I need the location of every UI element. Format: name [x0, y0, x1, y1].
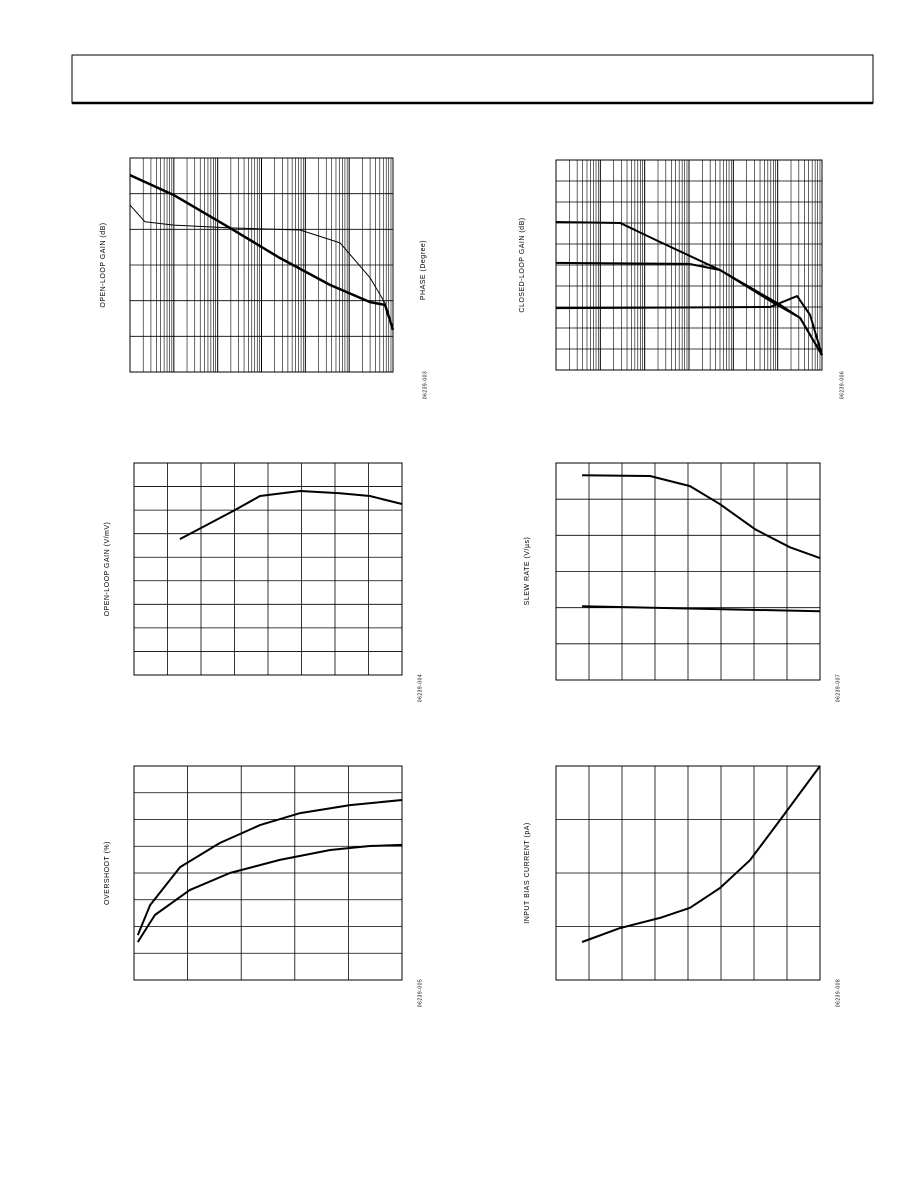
data-line	[129, 173, 395, 331]
y-axis-label: OPEN-LOOP GAIN (V/mV)	[104, 522, 111, 617]
plot-frame	[555, 159, 823, 371]
plot-frame	[133, 765, 403, 981]
data-line	[179, 490, 403, 540]
plot-frame	[133, 462, 403, 676]
y-axis-label: OVERSHOOT (%)	[104, 841, 111, 905]
data-line	[136, 843, 403, 943]
data-line	[581, 765, 821, 943]
plot-frame	[555, 462, 821, 681]
y2-axis-label: PHASE (Degree)	[420, 240, 427, 300]
data-line	[582, 474, 821, 560]
figure-code: 06239-004	[417, 674, 423, 702]
figure-code: 06239-003	[422, 371, 428, 399]
figure-code: 06239-005	[417, 979, 423, 1007]
data-line	[136, 799, 403, 936]
data-line	[582, 605, 821, 613]
y-axis-label: SLEW RATE (V/µs)	[524, 537, 531, 606]
plot-frame	[129, 157, 394, 373]
figure-code: 06239-008	[835, 979, 841, 1007]
data-line	[129, 204, 394, 331]
plot-frame	[555, 765, 821, 981]
y-axis-label: OPEN-LOOP GAIN (dB)	[100, 222, 107, 307]
data-line	[555, 261, 823, 356]
figure-code: 06239-007	[835, 674, 841, 702]
header-box	[71, 54, 874, 104]
y-axis-label: CLOSED-LOOP GAIN (dB)	[519, 217, 526, 312]
data-line	[555, 295, 823, 356]
figure-code: 06239-006	[839, 371, 845, 399]
y-axis-label: INPUT BIAS CURRENT (pA)	[524, 822, 531, 923]
